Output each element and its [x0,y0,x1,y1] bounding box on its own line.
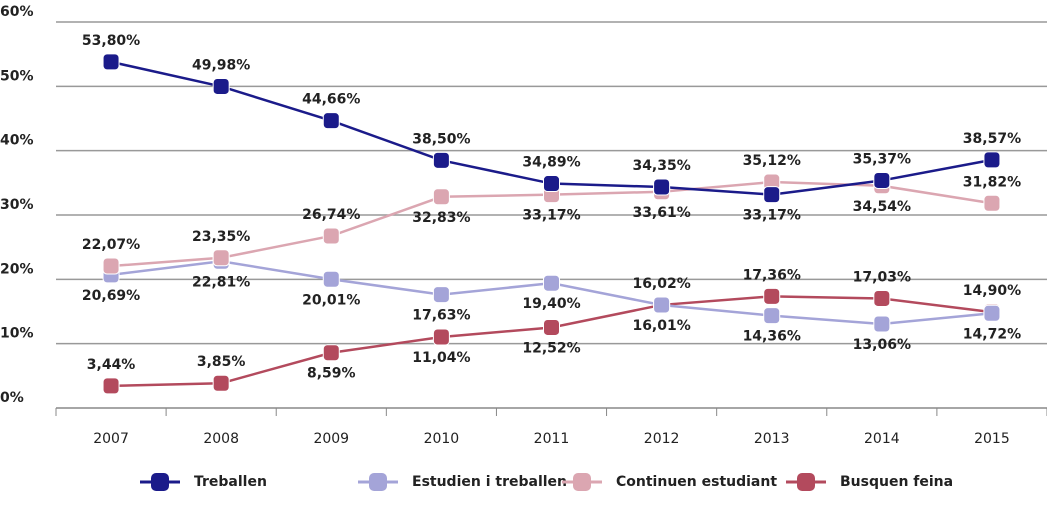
marker [432,151,450,169]
marker [543,318,560,336]
data-label: 14,90% [963,283,1021,299]
marker [763,307,781,325]
marker [873,315,891,333]
data-label: 22,07% [82,237,140,253]
data-label: 44,66% [302,92,360,108]
marker [212,77,230,95]
data-label: 3,85% [197,354,246,370]
x-tick-label: 2007 [93,431,129,447]
y-tick-label: 50% [0,68,34,84]
x-tick-label: 2015 [974,431,1010,447]
x-tick-label: 2012 [644,431,680,447]
marker [873,171,891,189]
data-label: 33,61% [632,205,690,221]
data-label: 22,81% [192,274,250,290]
y-tick-label: 20% [0,261,34,277]
legend-marker [797,473,815,491]
x-tick-label: 2010 [424,431,460,447]
marker [653,178,671,196]
data-label: 38,50% [412,131,470,147]
data-label: 32,83% [412,210,470,226]
y-tick-label: 0% [0,390,24,406]
marker [543,175,560,193]
data-label: 13,06% [853,337,911,353]
data-label: 11,04% [412,350,470,366]
marker [983,151,1001,169]
data-label: 53,80% [82,33,140,49]
data-label: 35,37% [853,151,911,167]
data-label: 31,82% [963,174,1021,190]
legend-label: Treballen [194,474,267,490]
data-label: 34,89% [522,155,580,171]
x-tick-label: 2013 [754,431,790,447]
marker [653,296,671,314]
data-label: 38,57% [963,131,1021,147]
y-tick-label: 40% [0,133,34,149]
data-label: 8,59% [307,366,356,382]
marker [873,289,891,307]
marker [322,270,340,288]
data-label: 34,54% [853,199,911,215]
marker [432,188,450,206]
marker [432,286,450,304]
data-label: 35,12% [743,153,801,169]
data-label: 14,72% [963,326,1021,342]
marker [763,287,781,305]
y-tick-label: 30% [0,197,34,213]
y-tick-label: 10% [0,326,34,342]
data-label: 26,74% [302,207,360,223]
legend-label: Estudien i treballen [412,474,567,490]
x-tick-label: 2011 [534,431,570,447]
marker [543,274,560,292]
data-label: 16,02% [632,276,690,292]
marker [322,227,340,245]
legend-marker [369,473,387,491]
x-tick-label: 2009 [313,431,349,447]
marker [763,186,781,204]
data-label: 3,44% [87,357,136,373]
marker [102,377,120,395]
y-tick-label: 60% [0,4,34,20]
marker [102,53,120,71]
marker [983,304,1001,322]
marker [983,194,1001,212]
data-label: 23,35% [192,229,250,245]
marker [322,344,340,362]
series-line [110,60,993,196]
data-label: 12,52% [522,340,580,356]
data-label: 17,36% [743,267,801,283]
data-label: 33,17% [743,208,801,224]
data-label: 20,69% [82,288,140,304]
legend-marker [151,473,169,491]
data-label: 20,01% [302,292,360,308]
data-label: 33,17% [522,208,580,224]
data-label: 34,35% [632,158,690,174]
legend-label: Busquen feina [840,474,953,490]
data-label: 49,98% [192,57,250,73]
data-label: 19,40% [522,296,580,312]
data-label: 17,03% [853,269,911,285]
marker [212,249,230,267]
marker [212,374,230,392]
data-label: 14,36% [743,329,801,345]
marker [322,112,340,130]
data-label: 16,01% [632,318,690,334]
marker [102,257,120,275]
x-tick-label: 2008 [203,431,239,447]
data-label: 17,63% [412,308,470,324]
x-tick-label: 2014 [864,431,900,447]
legend-label: Continuen estudiant [616,474,777,490]
marker [432,328,450,346]
legend-marker [573,473,591,491]
